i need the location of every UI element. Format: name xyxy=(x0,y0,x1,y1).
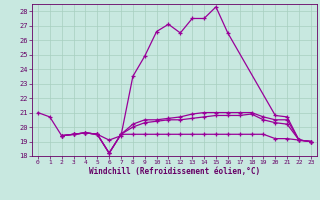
X-axis label: Windchill (Refroidissement éolien,°C): Windchill (Refroidissement éolien,°C) xyxy=(89,167,260,176)
